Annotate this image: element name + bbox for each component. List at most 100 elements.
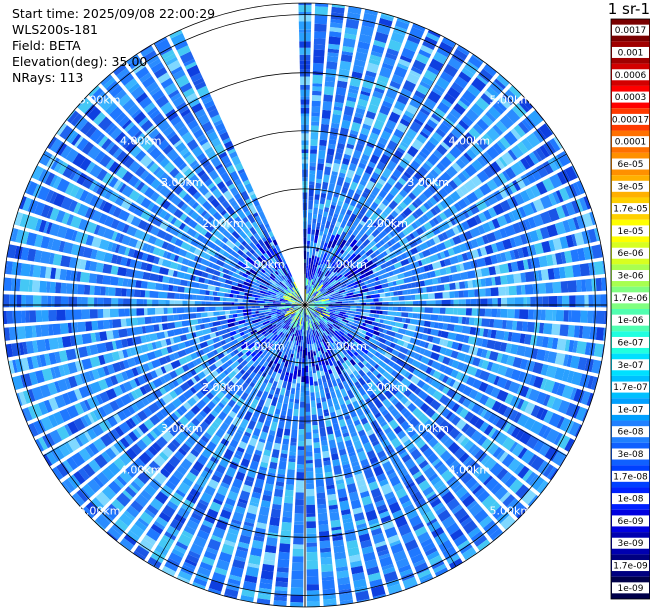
ray-gate [300,340,303,347]
ray-gate [215,464,227,475]
ray-gate [311,121,320,126]
ray-gate [77,203,89,217]
ray-gate [375,265,382,272]
ray-gate [308,303,315,305]
ray-gate [166,130,177,140]
ray-gate [382,182,393,193]
ray-gate [114,518,129,532]
ray-gate [341,271,347,276]
ray-gate [160,366,167,374]
ray-gate [214,360,223,368]
ray-gate [277,286,285,292]
ray-gate [281,328,286,333]
ray-gate [293,326,298,335]
data-ray [308,307,549,494]
ray-gate [246,369,252,375]
ray-gate [394,181,404,191]
ray-gate [437,277,442,284]
ray-gate [408,26,425,40]
ray-gate [94,297,98,307]
ray-gate [170,33,186,46]
ray-gate [222,404,232,415]
ray-gate [327,275,334,283]
ray-gate [306,284,308,294]
ray-gate [49,174,58,188]
ray-gate [461,473,473,485]
ray-gate [431,113,442,123]
ray-gate [555,205,566,219]
ray-gate [228,314,234,319]
ray-gate [218,335,224,341]
ray-gate [230,289,240,295]
ray-gate [427,520,441,533]
ray-gate [114,232,122,242]
ray-gate [316,222,321,227]
ray-gate [53,411,65,426]
ray-gate [298,308,303,314]
ray-gate [259,506,270,517]
ray-gate [542,426,552,440]
data-ray [307,85,522,303]
ray-gate [264,271,271,278]
ray-gate [310,132,319,140]
ray-gate [359,249,366,257]
ray-gate [256,260,262,266]
ray-gate [309,184,315,189]
ray-gate [323,321,328,325]
ray-gate [422,214,430,222]
ray-gate [366,389,374,397]
ray-gate [236,197,245,207]
ray-gate [487,329,492,338]
ray-gate [389,376,396,383]
ray-gate [103,418,112,430]
ray-gate [485,277,493,287]
ray-gate [71,230,78,242]
ray-gate [417,216,426,225]
ray-gate [388,251,397,259]
ray-gate [565,234,575,248]
ray-gate [199,410,208,418]
ray-gate [384,266,392,273]
ray-gate [267,393,274,400]
ray-gate [365,331,374,338]
ray-gate [437,330,442,337]
ray-gate [220,186,229,194]
ray-gate [57,378,68,392]
ray-gate [266,339,274,347]
ray-gate [141,396,150,406]
ray-gate [590,376,599,391]
ray-gate [423,36,438,47]
ray-gate [410,433,419,441]
ray-gate [385,88,398,100]
ray-gate [282,322,289,329]
ray-gate [291,305,298,307]
ray-gate [330,306,337,309]
ray-gate [152,216,163,227]
ray-gate [132,457,146,471]
ray-gate [260,461,269,469]
ray-gate [243,321,253,327]
ray-gate [39,150,53,166]
ray-gate [291,579,304,588]
ray-gate [163,363,174,373]
ray-gate [301,382,305,386]
ray-gate [365,298,374,303]
ray-gate [298,308,303,316]
ray-gate [67,390,78,404]
ray-gate [165,224,173,233]
ray-gate [145,125,156,136]
ray-gate [268,307,278,310]
ray-gate [344,33,357,40]
ray-gate [494,276,502,286]
ray-gate [179,334,188,342]
ray-gate [256,308,264,311]
ray-gate [277,359,282,365]
ray-gate [134,520,148,532]
ray-gate [466,216,478,228]
ray-gate [283,275,289,281]
ray-gate [309,181,315,186]
ray-gate [556,171,567,185]
ray-gate [277,273,284,281]
ray-gate [123,298,132,307]
ray-gate [286,381,292,391]
